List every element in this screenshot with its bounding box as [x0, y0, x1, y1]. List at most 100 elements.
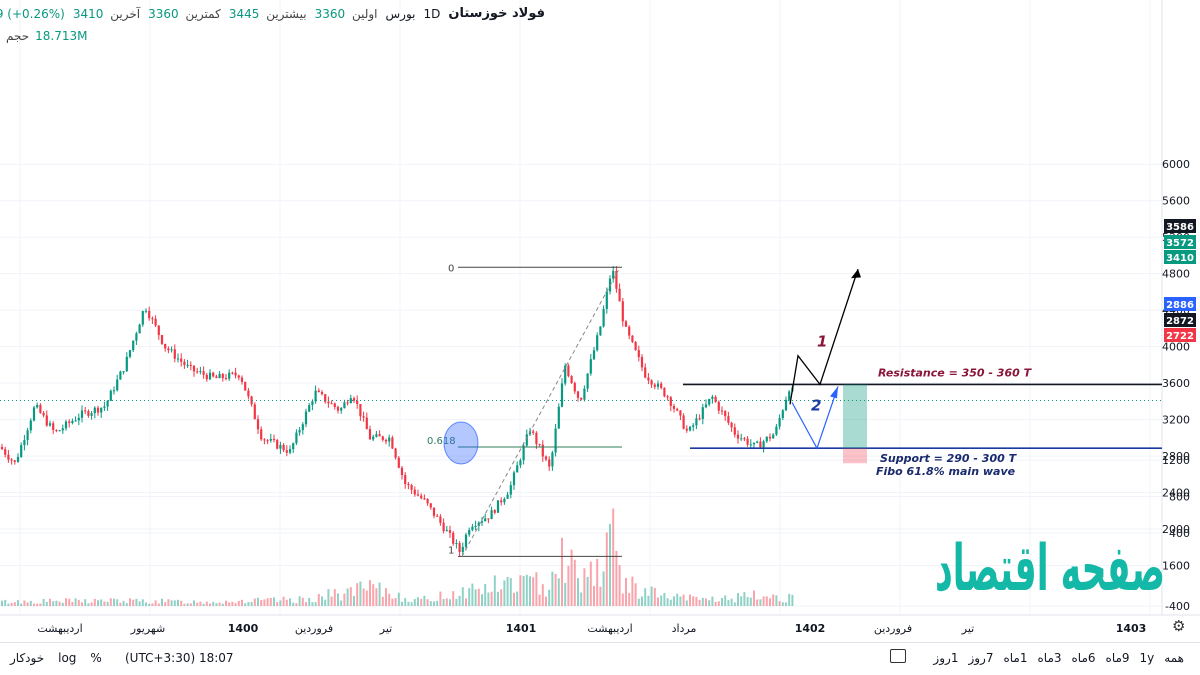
- close-value: 3410: [72, 6, 104, 21]
- range-button[interactable]: 1y: [1139, 651, 1155, 665]
- range-button[interactable]: 1ماه: [1003, 651, 1028, 665]
- volume-bar: [42, 598, 45, 606]
- candle-body: [413, 489, 416, 495]
- candle-body: [688, 426, 692, 431]
- volume-bar: [455, 598, 458, 606]
- log-scale-button[interactable]: log: [58, 651, 77, 665]
- volume-bar: [762, 596, 765, 606]
- volume-bar: [554, 573, 557, 606]
- volume-bar: [727, 600, 730, 606]
- volume-bar: [340, 600, 343, 606]
- volume-bar: [381, 596, 384, 606]
- volume-bar: [231, 601, 234, 606]
- volume-bar: [730, 598, 733, 606]
- volume-bar: [522, 576, 525, 606]
- candle-body: [436, 515, 439, 517]
- calendar-icon[interactable]: [890, 649, 906, 663]
- volume-bar: [577, 578, 579, 606]
- volume-bar: [65, 598, 67, 606]
- volume-bar: [673, 596, 675, 606]
- candle-body: [740, 438, 743, 440]
- interval[interactable]: 1D: [423, 6, 441, 21]
- candle-body: [180, 358, 183, 362]
- candle-body: [404, 475, 407, 484]
- candle-body: [701, 407, 704, 419]
- candle-body: [704, 404, 708, 408]
- candle-body: [340, 408, 343, 411]
- volume-bar: [717, 601, 720, 606]
- open-label: اولین: [351, 6, 378, 21]
- volume-bar: [129, 598, 131, 606]
- range-button[interactable]: همه: [1164, 651, 1184, 665]
- candle-body: [618, 288, 621, 302]
- candle-body: [663, 387, 666, 397]
- candle-body: [586, 373, 589, 389]
- price-chart[interactable]: 0 0.618 1 Resistance = 350 - 360 T Support =…: [0, 0, 1200, 642]
- volume-bar: [33, 603, 35, 606]
- range-button[interactable]: 3ماه: [1037, 651, 1062, 665]
- volume-bar: [273, 597, 275, 606]
- candle-body: [260, 429, 263, 440]
- price-tick-5600: 5600: [1162, 195, 1190, 208]
- range-button[interactable]: 1روز: [933, 651, 959, 665]
- candle-body: [154, 318, 157, 326]
- range-button[interactable]: 9ماه: [1105, 651, 1130, 665]
- volume-bar: [429, 601, 432, 606]
- volume-bar: [237, 600, 240, 606]
- range-button[interactable]: 7روز: [968, 651, 994, 665]
- candle-body: [109, 390, 112, 401]
- volume-bar: [20, 603, 23, 606]
- candle-body: [525, 434, 528, 446]
- volume-bar: [349, 587, 352, 606]
- candle-body: [560, 383, 564, 407]
- volume-bar: [330, 596, 333, 606]
- volume-bar: [407, 601, 410, 606]
- volume-bar: [509, 577, 512, 606]
- volume-value: 18.713M: [35, 29, 88, 43]
- candle-body: [343, 402, 346, 409]
- candle-body: [253, 404, 256, 420]
- fibo-label: Fibo 61.8% main wave: [876, 465, 1016, 478]
- candle-body: [775, 426, 778, 435]
- candle-body: [244, 381, 247, 391]
- candle-body: [682, 415, 685, 429]
- price-axis[interactable]: 1600200024002800320036004000440048005200…: [1162, 158, 1196, 613]
- volume-bar: [324, 599, 327, 606]
- time-label: 1400: [228, 622, 259, 635]
- volume-bar: [708, 600, 711, 606]
- candle-body: [522, 445, 525, 461]
- close-label: آخرین: [110, 6, 141, 21]
- volume-bar: [548, 589, 551, 606]
- auto-scale-button[interactable]: خودکار: [10, 651, 45, 665]
- percent-scale-button[interactable]: %: [90, 651, 102, 665]
- candle-body: [112, 390, 116, 392]
- candle-body: [87, 411, 90, 416]
- volume-bar: [589, 561, 592, 606]
- volume-bar: [788, 593, 791, 606]
- candle-body: [346, 402, 349, 404]
- volume-bar: [769, 598, 771, 606]
- candle-body: [788, 391, 791, 400]
- candle-body: [215, 376, 218, 379]
- symbol-header: فولاد خوزستان 1D بورس اولین 3360 بیشترین…: [0, 6, 545, 21]
- symbol-name[interactable]: فولاد خوزستان: [448, 6, 545, 21]
- volume-bar: [733, 602, 736, 606]
- candle-body: [756, 441, 759, 443]
- fib-highlight-circle: [443, 421, 479, 465]
- candle-body: [0, 446, 4, 450]
- time-axis[interactable]: اردیبهشت شهریور 1400 فروردین تیر 1401 اردیبهشت…: [37, 622, 1146, 635]
- candle-body: [234, 372, 237, 376]
- volume-bar: [356, 583, 359, 606]
- candle-body: [666, 396, 669, 398]
- volume-bar: [781, 602, 784, 606]
- candle-body: [500, 500, 503, 503]
- gear-icon[interactable]: ⚙: [1172, 617, 1186, 635]
- timezone-clock[interactable]: (UTC+3:30) 18:07: [125, 651, 234, 665]
- range-button[interactable]: 6ماه: [1071, 651, 1096, 665]
- candle-body: [381, 436, 384, 440]
- fib-label-1: 1: [448, 545, 454, 556]
- volume-bar: [292, 602, 295, 606]
- candle-body: [186, 364, 189, 366]
- candle-body: [512, 472, 516, 486]
- candle-body: [676, 408, 679, 411]
